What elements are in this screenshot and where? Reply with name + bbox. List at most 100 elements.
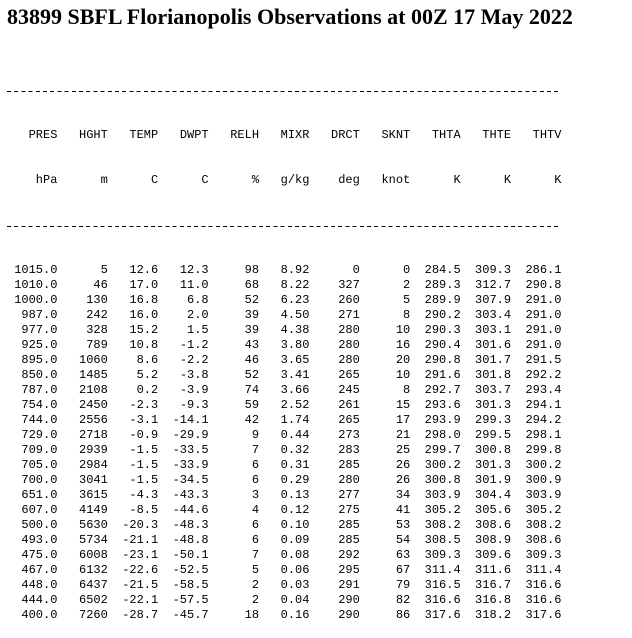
data-cell: 2.0 (187, 308, 209, 322)
data-cell: 52 (244, 368, 260, 382)
data-cell: 308.6 (525, 533, 562, 547)
data-cell: 265 (338, 413, 360, 427)
data-cell: 59 (244, 398, 260, 412)
data-cell: 290.2 (424, 308, 461, 322)
data-cell: 304.4 (475, 488, 512, 502)
data-cell: 1.74 (280, 413, 310, 427)
data-cell: 327 (338, 278, 360, 292)
sounding-table: PRES HGHT TEMP DWPT RELH MIXR DRCT SKNT THTA THTE… (7, 53, 562, 638)
data-cell: -23.1 (122, 548, 159, 562)
data-cell: 316.6 (525, 578, 562, 592)
data-row: 705.0 2984 -1.5 -33.9 6 0.31 285 26 300.2 301.3 30… (7, 458, 561, 473)
data-cell: 10.8 (129, 338, 159, 352)
data-cell: 20 (395, 353, 411, 367)
data-cell: 311.4 (424, 563, 461, 577)
data-cell: 67 (395, 563, 411, 577)
column-name: HGHT (79, 128, 108, 142)
data-row: 744.0 2556 -3.1 -14.1 42 1.74 265 17 293.9 299.3 2… (7, 413, 561, 428)
data-cell: 16.8 (129, 293, 159, 307)
data-cell: 1485 (79, 368, 108, 382)
data-cell: 285 (338, 518, 360, 532)
data-cell: 34 (395, 488, 411, 502)
data-cell: 7260 (79, 608, 108, 622)
data-row: 700.0 3041 -1.5 -34.5 6 0.29 280 26 300.8 301.9 30… (7, 473, 561, 488)
data-cell: 3 (251, 488, 260, 502)
data-row: 754.0 2450 -2.3 -9.3 59 2.52 261 15 293.6 301.3 29… (7, 398, 561, 413)
data-cell: 292.7 (424, 383, 461, 397)
data-cell: 290.8 (525, 278, 562, 292)
data-cell: 300.2 (424, 458, 461, 472)
data-cell: 8 (403, 308, 411, 322)
data-cell: 925.0 (21, 338, 58, 352)
data-cell: -3.9 (179, 383, 209, 397)
data-cell: -8.5 (129, 503, 159, 517)
column-unit: g/kg (280, 173, 310, 187)
data-cell: 0.06 (280, 563, 310, 577)
data-row: 493.0 5734 -21.1 -48.8 6 0.09 285 54 308.5 308.9 3… (7, 533, 561, 548)
data-cell: 290 (338, 608, 360, 622)
data-row: 475.0 6008 -23.1 -50.1 7 0.08 292 63 309.3 309.6 3… (7, 548, 561, 563)
column-unit: K (453, 173, 461, 187)
data-cell: 16.0 (129, 308, 159, 322)
data-cell: 311.4 (525, 563, 562, 577)
data-cell: 242 (86, 308, 108, 322)
column-unit: deg (338, 173, 360, 187)
data-cell: 4149 (79, 503, 108, 517)
data-cell: 729.0 (21, 428, 58, 442)
data-cell: 6.23 (280, 293, 310, 307)
data-cell: 8.6 (136, 353, 159, 367)
data-cell: -21.5 (122, 578, 159, 592)
data-cell: 0.44 (280, 428, 310, 442)
data-row: 400.0 7260 -28.7 -45.7 18 0.16 290 86 317.6 318.2… (7, 608, 561, 623)
data-cell: 21 (395, 428, 411, 442)
column-name: DRCT (331, 128, 360, 142)
column-unit: m (100, 173, 108, 187)
data-cell: 6 (251, 533, 260, 547)
data-row: 607.0 4149 -8.5 -44.6 4 0.12 275 41 305.2 305.6 30… (7, 503, 561, 518)
data-cell: 17.0 (129, 278, 159, 292)
data-cell: 17 (395, 413, 411, 427)
data-cell: 787.0 (21, 383, 58, 397)
data-cell: 291 (338, 578, 360, 592)
data-cell: 311.6 (475, 563, 512, 577)
data-cell: 291.0 (525, 308, 562, 322)
data-cell: 290.3 (424, 323, 461, 337)
data-cell: 308.2 (424, 518, 461, 532)
data-cell: 293.9 (424, 413, 461, 427)
page-title: 83899 SBFL Florianopolis Observations at… (7, 4, 573, 29)
data-cell: 42 (244, 413, 260, 427)
data-cell: -57.5 (172, 593, 209, 607)
data-cell: 705.0 (21, 458, 58, 472)
data-cell: 26 (395, 473, 411, 487)
data-cell: 292.2 (525, 368, 562, 382)
data-cell: -58.5 (172, 578, 209, 592)
data-cell: -2.2 (179, 353, 209, 367)
data-cell: 0.29 (280, 473, 310, 487)
data-cell: 444.0 (21, 593, 58, 607)
data-cell: 0.13 (280, 488, 310, 502)
data-cell: 290.8 (424, 353, 461, 367)
data-cell: -21.1 (122, 533, 159, 547)
data-cell: 3.65 (280, 353, 310, 367)
data-cell: -44.6 (172, 503, 209, 517)
data-cell: -48.3 (172, 518, 209, 532)
data-row: 850.0 1485 5.2 -3.8 52 3.41 265 10 291.6 301.8 292… (7, 368, 561, 383)
data-cell: 2 (251, 593, 260, 607)
data-cell: 10 (395, 368, 411, 382)
data-cell: 298.1 (525, 428, 562, 442)
data-cell: 79 (395, 578, 411, 592)
column-name: THTE (482, 128, 512, 142)
data-cell: -22.1 (122, 593, 159, 607)
data-cell: 987.0 (21, 308, 58, 322)
data-cell: 305.2 (525, 503, 562, 517)
data-cell: 303.1 (475, 323, 512, 337)
data-cell: 5.2 (136, 368, 159, 382)
data-cell: 7 (251, 443, 260, 457)
data-cell: 5734 (79, 533, 108, 547)
data-cell: 8.92 (280, 263, 310, 277)
data-cell: 260 (338, 293, 360, 307)
data-cell: -52.5 (172, 563, 209, 577)
page: 83899 SBFL Florianopolis Observations at… (7, 4, 573, 622)
data-row: 500.0 5630 -20.3 -48.3 6 0.10 285 53 308.2 308.6 3… (7, 518, 561, 533)
data-cell: 0.2 (136, 383, 159, 397)
